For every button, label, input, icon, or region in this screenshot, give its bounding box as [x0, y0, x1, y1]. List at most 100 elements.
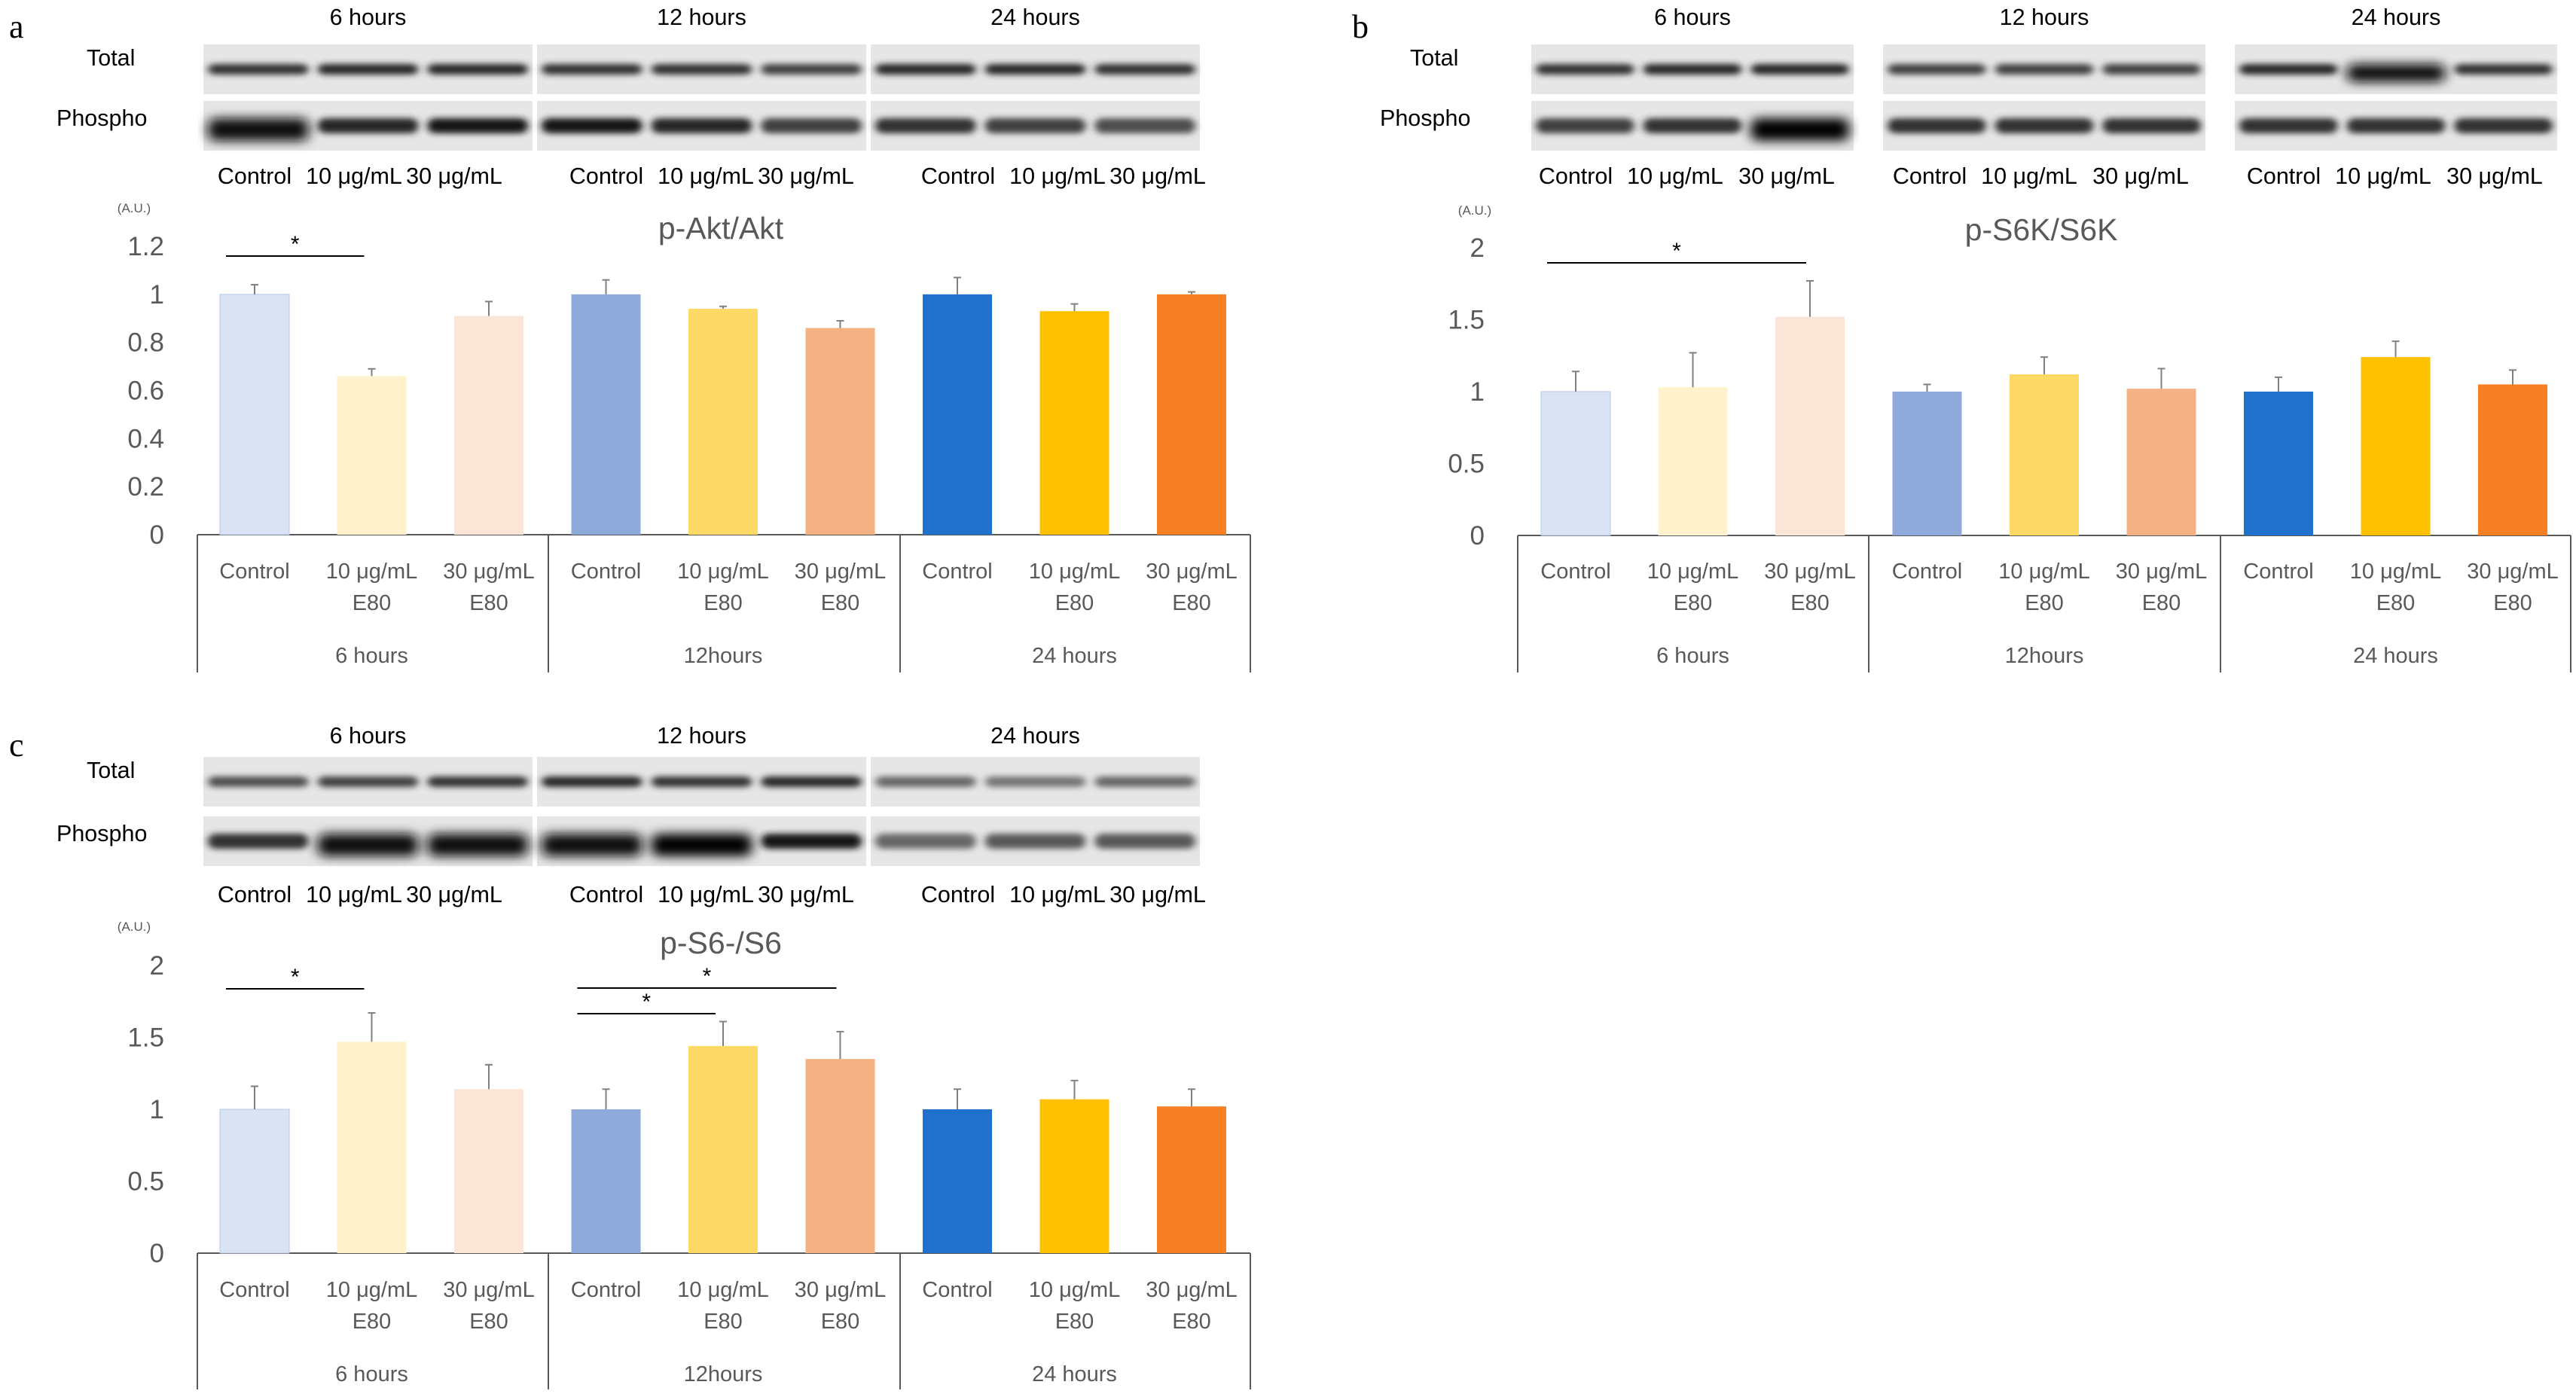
- y-tick-label: 1: [150, 280, 164, 310]
- x-group-label: 24 hours: [2353, 644, 2438, 668]
- x-category-label: Control: [922, 1278, 993, 1302]
- blot-time-label: 12 hours: [657, 723, 746, 749]
- blot-band: [317, 776, 419, 787]
- blot-lane-label: Control: [218, 882, 291, 907]
- blot-lane-label: Control: [2247, 163, 2321, 189]
- x-category-label: Control: [219, 1278, 290, 1302]
- blot-lane-label: 10 μg/mL: [658, 163, 754, 189]
- y-tick-label: 1.5: [127, 1023, 164, 1053]
- blot-band: [651, 776, 752, 787]
- y-tick-label: 0.6: [127, 377, 164, 406]
- x-group-label: 12hours: [684, 644, 763, 668]
- x-category-label: 10 μg/mL: [1998, 560, 2090, 584]
- blot-band: [317, 64, 419, 75]
- x-category-label-line2: E80: [704, 591, 743, 615]
- blot-time-label: 24 hours: [2352, 5, 2441, 30]
- blot-band: [1094, 118, 1195, 133]
- blot-band: [2239, 118, 2338, 133]
- blot-band: [651, 118, 752, 133]
- blot-lane-label: Control: [1539, 163, 1613, 189]
- blot-band: [2454, 118, 2553, 133]
- x-category-label: 30 μg/mL: [795, 1278, 887, 1302]
- blot-band: [1888, 118, 1986, 133]
- bar: [2126, 389, 2196, 535]
- x-category-label-line2: E80: [1790, 591, 1830, 615]
- blot-band: [2346, 118, 2446, 133]
- blot-lane-label: 10 μg/mL: [1009, 163, 1106, 189]
- blot-time-label: 12 hours: [2000, 5, 2089, 30]
- x-category-label-line2: E80: [2376, 591, 2416, 615]
- blot-band: [427, 834, 528, 856]
- blot-lane-label: 30 μg/mL: [1109, 163, 1206, 189]
- bar: [923, 1109, 992, 1253]
- blot-band: [427, 776, 528, 787]
- x-category-label-line2: E80: [2025, 591, 2064, 615]
- bar: [2244, 392, 2313, 535]
- bar: [1658, 387, 1728, 535]
- x-category-label: 10 μg/mL: [677, 560, 769, 584]
- x-category-label-line2: E80: [704, 1310, 743, 1334]
- blot-lane-label: 30 μg/mL: [1109, 882, 1206, 907]
- x-group-label: 24 hours: [1032, 1362, 1117, 1386]
- x-category-label: 30 μg/mL: [443, 560, 535, 584]
- blot-band: [1094, 834, 1195, 849]
- blot-band: [2239, 64, 2338, 75]
- bar: [454, 316, 523, 535]
- blot-band: [427, 118, 528, 133]
- x-category-label: Control: [1540, 560, 1611, 584]
- blot-band: [1643, 64, 1742, 75]
- x-category-label: 10 μg/mL: [1029, 1278, 1121, 1302]
- blot-band: [427, 64, 528, 75]
- y-tick-label: 0.4: [127, 424, 164, 453]
- blot-time-label: 6 hours: [1654, 5, 1731, 30]
- blot-time-label: 6 hours: [330, 5, 407, 30]
- blot-lane-label: Control: [218, 163, 291, 189]
- significance-marker: *: [642, 990, 651, 1014]
- blot-band: [761, 776, 862, 787]
- bar: [1157, 1106, 1226, 1253]
- blot-lane-label: 30 μg/mL: [406, 163, 502, 189]
- x-category-label: 10 μg/mL: [1647, 560, 1739, 584]
- blot-lane-label: 30 μg/mL: [406, 882, 502, 907]
- blot-band: [2102, 64, 2201, 75]
- x-category-label-line2: E80: [353, 1310, 392, 1334]
- bar: [805, 328, 875, 535]
- y-axis-unit: (A.U.): [1458, 203, 1491, 218]
- blot-lane-label: Control: [1893, 163, 1967, 189]
- bar: [2478, 384, 2547, 535]
- blot-band: [208, 64, 309, 75]
- x-category-label: 30 μg/mL: [2116, 560, 2208, 584]
- blot-band: [542, 776, 642, 787]
- y-tick-label: 1.5: [1448, 306, 1485, 335]
- x-group-label: 24 hours: [1032, 644, 1117, 668]
- blot-lane-label: Control: [569, 163, 643, 189]
- blot-band: [761, 834, 862, 849]
- blot-band: [1995, 118, 2094, 133]
- bar: [805, 1059, 875, 1253]
- chart-title: p-Akt/Akt: [658, 211, 784, 246]
- y-tick-label: 0.2: [127, 472, 164, 502]
- bar: [1157, 294, 1226, 535]
- bar: [337, 376, 407, 535]
- bar: [454, 1089, 523, 1253]
- blot-band: [651, 834, 752, 856]
- blot-lane-label: 30 μg/mL: [2446, 163, 2543, 189]
- x-group-label: 6 hours: [335, 644, 408, 668]
- bar: [688, 1045, 758, 1253]
- blot-band: [2346, 64, 2446, 82]
- x-category-label-line2: E80: [469, 1310, 508, 1334]
- y-tick-label: 0: [150, 520, 164, 550]
- y-tick-label: 1.2: [127, 232, 164, 261]
- x-category-label-line2: E80: [1172, 1310, 1211, 1334]
- blot-band: [1750, 118, 1849, 141]
- panel-label-c: c: [9, 727, 24, 764]
- x-group-label: 6 hours: [1656, 644, 1729, 668]
- blot-lane-label: 30 μg/mL: [1738, 163, 1835, 189]
- x-category-label: 30 μg/mL: [443, 1278, 535, 1302]
- blot-band: [208, 834, 309, 849]
- x-category-label: Control: [571, 560, 642, 584]
- blot-band: [1536, 64, 1634, 75]
- blot-lane-label: Control: [921, 163, 995, 189]
- x-category-label-line2: E80: [469, 591, 508, 615]
